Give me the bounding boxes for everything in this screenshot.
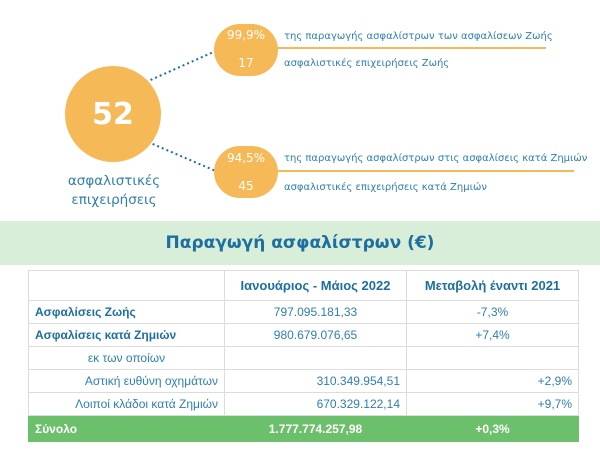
nonlife-share-text: της παραγωγής ασφαλίστρων στις ασφαλίσει…	[284, 153, 588, 164]
row-label: Λοιποί κλάδοι κατά Ζημιών	[28, 392, 225, 416]
life-count-value: 17	[238, 56, 254, 70]
header-label-cell	[28, 270, 225, 301]
banner-title: Παραγωγή ασφαλίστρων (€)	[165, 233, 435, 253]
header-period: Ιανουάριος - Μάιος 2022	[224, 270, 407, 301]
row-value	[224, 346, 407, 370]
table-row: Λοιποί κλάδοι κατά Ζημιών 670.329.122,14…	[28, 392, 579, 416]
total-insurers-label: ασφαλιστικές επιχειρήσεις	[67, 173, 161, 208]
total-label: Σύνολο	[28, 415, 225, 442]
row-change: -7,3%	[406, 300, 579, 324]
row-label: Αστική ευθύνη οχημάτων	[28, 369, 225, 393]
row-value: 980.679.076,65	[224, 323, 407, 347]
total-insurers-value: 52	[92, 96, 134, 132]
total-value: 1.777.774.257,98	[224, 415, 407, 442]
total-insurers-circle: 52	[65, 66, 161, 162]
nonlife-count-text: ασφαλιστικές επιχειρήσεις κατά Ζημιών	[284, 182, 487, 193]
table-header-row: Ιανουάριος - Μάιος 2022 Μεταβολή έναντι …	[28, 270, 579, 301]
header-change: Μεταβολή έναντι 2021	[406, 270, 579, 301]
row-value: 670.329.122,14	[224, 392, 407, 416]
table-row: Ασφαλίσεις Ζωής 797.095.181,33 -7,3%	[28, 300, 579, 324]
row-value: 797.095.181,33	[224, 300, 407, 324]
life-share-text: της παραγωγής ασφαλίστρων των ασφαλίσεων…	[284, 31, 553, 42]
row-label: Ασφαλίσεις Ζωής	[28, 300, 225, 324]
row-change: +9,7%	[406, 392, 579, 416]
nonlife-count-value: 45	[238, 179, 254, 193]
row-change	[406, 346, 579, 370]
nonlife-share-value: 94,5%	[226, 151, 266, 165]
nonlife-divider-line	[246, 170, 574, 172]
row-change: +7,4%	[406, 323, 579, 347]
life-count-text: ασφαλιστικές επιχειρήσεις Ζωής	[284, 58, 450, 69]
row-value: 310.349.954,51	[224, 369, 407, 393]
row-label: Ασφαλίσεις κατά Ζημιών	[28, 323, 225, 347]
nonlife-pill	[214, 146, 278, 198]
life-share-value: 99,9%	[226, 28, 266, 42]
life-divider-line	[246, 47, 546, 49]
row-change: +2,9%	[406, 369, 579, 393]
life-pill	[214, 24, 278, 76]
table-row: Αστική ευθύνη οχημάτων 310.349.954,51 +2…	[28, 369, 579, 393]
table-total-row: Σύνολο 1.777.774.257,98 +0,3%	[28, 415, 579, 442]
table-row: εκ των οποίων	[28, 346, 579, 370]
premium-production-banner: Παραγωγή ασφαλίστρων (€)	[0, 221, 600, 265]
premium-production-table: Ιανουάριος - Μάιος 2022 Μεταβολή έναντι …	[28, 270, 579, 442]
table-row: Ασφαλίσεις κατά Ζημιών 980.679.076,65 +7…	[28, 323, 579, 347]
row-label: εκ των οποίων	[28, 346, 225, 370]
total-change: +0,3%	[406, 415, 579, 442]
